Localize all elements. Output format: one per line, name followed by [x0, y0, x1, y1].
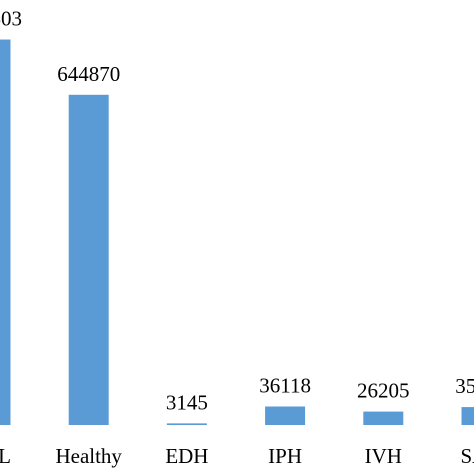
value-label: 26205: [357, 379, 410, 403]
value-label: 752803: [0, 7, 22, 31]
value-label: 3145: [166, 390, 208, 414]
bar: [461, 407, 474, 425]
x-tick-label: IVH: [365, 444, 402, 468]
x-tick-label: IPH: [268, 444, 302, 468]
bar: [265, 406, 306, 425]
x-tick-label: Healthy: [55, 444, 122, 468]
bar: [363, 411, 404, 425]
x-tick-label: ALL: [0, 444, 11, 468]
value-label: 644870: [57, 62, 120, 86]
x-tick-label: EDH: [165, 444, 208, 468]
value-label: 35000: [455, 374, 474, 398]
bar: [166, 423, 207, 425]
x-tick-label: SAH: [460, 444, 474, 468]
bar: [0, 39, 11, 425]
bar: [68, 94, 109, 426]
value-label: 36118: [259, 374, 311, 398]
